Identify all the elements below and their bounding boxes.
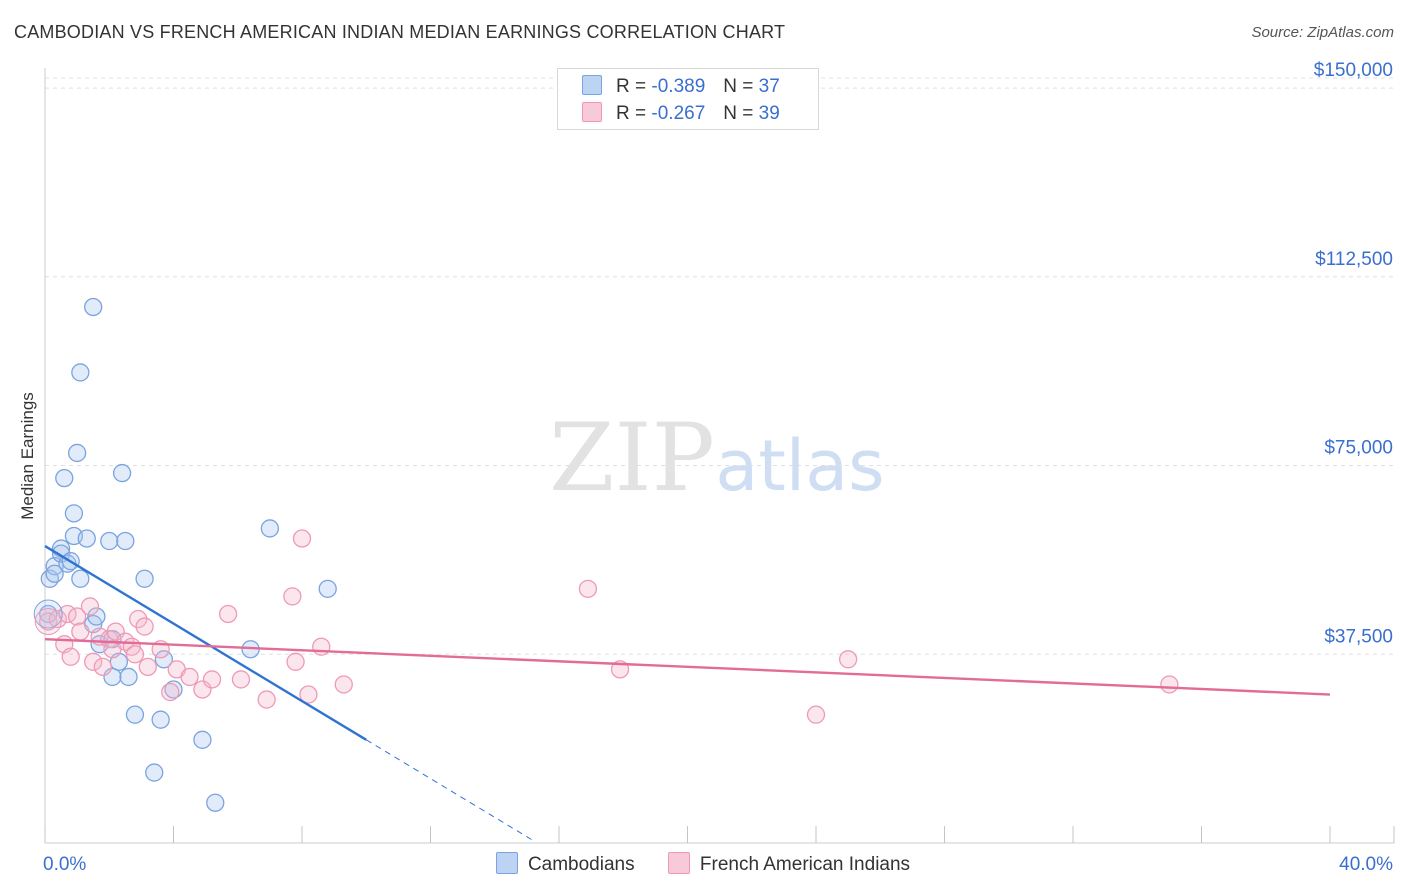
y-tick-label: $37,500	[1324, 626, 1393, 647]
point-cambodians	[135, 569, 154, 588]
series-legend: Cambodians French American Indians	[0, 852, 1406, 876]
legend-n-label: N =	[723, 76, 754, 97]
watermark: ZIP atlas	[549, 404, 884, 513]
point-cambodians	[100, 531, 119, 551]
axes	[44, 68, 1395, 844]
grid	[45, 77, 1394, 655]
point-french-american-indians	[334, 675, 353, 694]
point-cambodians	[71, 363, 90, 382]
series-legend-item-french-american-indians: French American Indians	[667, 852, 911, 876]
series-label-french-american-indians: French American Indians	[699, 854, 911, 875]
point-cambodians	[55, 468, 74, 488]
tick-labels: $37,500 $75,000 $112,500 $150,000 0.0% 40.0%	[43, 60, 1393, 875]
watermark-zip: ZIP	[549, 404, 715, 513]
point-cambodians	[84, 297, 103, 317]
legend-swatch-french-american-indians	[582, 102, 602, 122]
legend-r-label: R =	[616, 76, 647, 97]
legend-r-value-cambodians: -0.389	[651, 76, 706, 97]
point-cambodians	[64, 504, 84, 523]
legend-n-value-cambodians: 37	[758, 76, 780, 97]
point-cambodians	[318, 579, 337, 598]
watermark-atlas: atlas	[715, 425, 884, 507]
point-french-american-indians	[80, 597, 100, 616]
point-french-american-indians	[218, 604, 238, 624]
point-french-american-indians	[180, 667, 199, 687]
point-french-american-indians	[138, 657, 157, 676]
point-cambodians	[125, 705, 145, 724]
point-cambodians	[77, 529, 96, 548]
y-tick-label: $112,500	[1315, 249, 1393, 270]
point-cambodians	[164, 680, 183, 699]
point-cambodians	[154, 650, 174, 669]
point-cluster-cambodians	[33, 599, 63, 629]
point-cambodians	[116, 531, 135, 551]
point-french-american-indians	[231, 670, 251, 689]
point-french-american-indians	[838, 650, 858, 669]
point-cambodians	[193, 730, 212, 749]
trend-extension-cambodians	[365, 739, 534, 842]
trend-line-french-american-indians	[44, 637, 1331, 696]
series-legend-item-cambodians: Cambodians	[495, 852, 635, 876]
legend-n-label: N =	[723, 103, 754, 124]
point-french-american-indians	[93, 657, 112, 676]
point-cambodians	[260, 519, 280, 538]
point-french-american-indians	[806, 705, 826, 724]
point-cambodians	[45, 564, 64, 583]
legend-r-label: R =	[616, 103, 647, 124]
chart-title: CAMBODIAN VS FRENCH AMERICAN INDIAN MEDI…	[14, 22, 786, 42]
point-french-american-indians	[125, 645, 145, 664]
legend-row-cambodians: R = -0.389 N = 37	[582, 75, 780, 99]
point-cluster-french-american-indians	[34, 608, 62, 636]
x-tick-label-max: 40.0%	[1339, 854, 1393, 875]
legend-swatch-cambodians	[582, 75, 602, 95]
legend-row-french-american-indians: R = -0.267 N = 39	[582, 102, 780, 126]
point-cambodians	[71, 569, 90, 588]
point-french-american-indians	[135, 617, 154, 636]
point-french-american-indians	[299, 685, 318, 704]
point-cambodians	[145, 763, 164, 782]
correlation-legend: R = -0.389 N = 37 R = -0.267 N = 39	[557, 68, 819, 130]
point-cambodians	[119, 667, 138, 687]
series-swatch-french-american-indians	[667, 852, 690, 874]
series-swatch-cambodians	[495, 852, 518, 874]
point-cambodians	[151, 710, 170, 729]
point-cambodians	[206, 793, 225, 812]
point-french-american-indians	[578, 579, 598, 598]
series-label-cambodians: Cambodians	[527, 854, 635, 875]
y-tick-label: $150,000	[1314, 60, 1393, 81]
legend-n-value-french-american-indians: 39	[758, 103, 780, 124]
point-french-american-indians	[292, 529, 312, 548]
trend-line-cambodians	[44, 545, 367, 741]
point-french-american-indians	[84, 652, 103, 671]
point-french-american-indians	[202, 670, 222, 689]
point-french-american-indians	[129, 609, 148, 629]
x-tick-label-min: 0.0%	[43, 854, 86, 875]
y-tick-label: $75,000	[1324, 438, 1393, 459]
point-french-american-indians	[286, 652, 305, 671]
trend-lines	[44, 545, 1331, 842]
point-cambodians	[67, 443, 87, 463]
legend-r-value-french-american-indians: -0.267	[651, 103, 706, 124]
chart-source: Source: ZipAtlas.com	[1251, 24, 1394, 41]
data-points	[33, 297, 1179, 812]
point-french-american-indians	[283, 587, 302, 606]
point-cambodians	[112, 463, 132, 483]
point-french-american-indians	[67, 607, 87, 626]
point-french-american-indians	[161, 682, 180, 702]
point-french-american-indians	[71, 622, 90, 641]
point-french-american-indians	[312, 637, 331, 656]
point-french-american-indians	[257, 690, 276, 709]
point-cambodians	[87, 607, 106, 626]
point-french-american-indians	[1160, 675, 1179, 694]
point-french-american-indians	[61, 647, 80, 666]
